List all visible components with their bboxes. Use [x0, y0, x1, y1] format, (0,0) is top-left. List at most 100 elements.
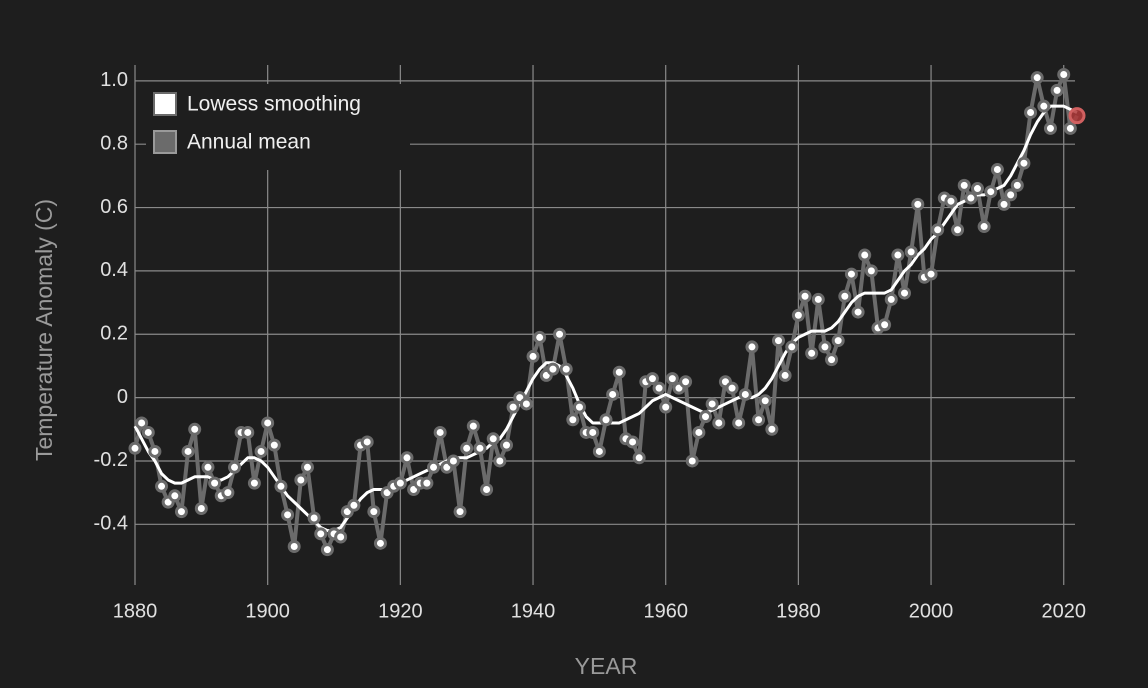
data-point[interactable] [632, 451, 646, 465]
data-point[interactable] [148, 444, 162, 458]
data-point[interactable] [679, 375, 693, 389]
data-point[interactable] [553, 327, 567, 341]
data-point[interactable] [732, 416, 746, 430]
data-point[interactable] [307, 511, 321, 525]
data-point[interactable] [566, 413, 580, 427]
data-point[interactable] [360, 435, 374, 449]
data-point[interactable] [645, 372, 659, 386]
data-point[interactable] [274, 479, 288, 493]
data-point[interactable] [898, 286, 912, 300]
data-point[interactable] [665, 372, 679, 386]
data-point[interactable] [559, 362, 573, 376]
data-point[interactable] [281, 508, 295, 522]
data-point[interactable] [626, 435, 640, 449]
data-point[interactable] [798, 289, 812, 303]
data-point[interactable] [546, 362, 560, 376]
data-point[interactable] [247, 476, 261, 490]
data-point[interactable] [805, 346, 819, 360]
data-point[interactable] [1037, 99, 1051, 113]
data-point[interactable] [1030, 71, 1044, 85]
data-point[interactable] [977, 220, 991, 234]
data-point[interactable] [1057, 68, 1071, 82]
data-point[interactable] [208, 476, 222, 490]
data-point[interactable] [287, 539, 301, 553]
data-point[interactable] [745, 340, 759, 354]
data-point[interactable] [1004, 188, 1018, 202]
data-point[interactable] [844, 267, 858, 281]
data-point[interactable] [924, 267, 938, 281]
data-point[interactable] [480, 482, 494, 496]
data-point[interactable] [320, 543, 334, 557]
data-point[interactable] [599, 413, 613, 427]
data-point[interactable] [294, 473, 308, 487]
data-point[interactable] [951, 223, 965, 237]
data-point[interactable] [453, 505, 467, 519]
data-point[interactable] [181, 444, 195, 458]
data-point[interactable] [1063, 121, 1077, 135]
data-point[interactable] [811, 292, 825, 306]
legend-label[interactable]: Lowess smoothing [187, 93, 361, 116]
data-point[interactable] [241, 425, 255, 439]
data-point[interactable] [141, 425, 155, 439]
data-point[interactable] [970, 182, 984, 196]
data-point[interactable] [692, 425, 706, 439]
data-point[interactable] [771, 334, 785, 348]
data-point[interactable] [685, 454, 699, 468]
data-point[interactable] [314, 527, 328, 541]
data-point[interactable] [1050, 83, 1064, 97]
data-point[interactable] [188, 422, 202, 436]
data-point[interactable] [911, 197, 925, 211]
data-point[interactable] [785, 340, 799, 354]
data-point[interactable] [592, 444, 606, 458]
data-point[interactable] [128, 441, 142, 455]
data-point[interactable] [858, 248, 872, 262]
data-point[interactable] [699, 410, 713, 424]
data-point[interactable] [228, 460, 242, 474]
data-point[interactable] [738, 387, 752, 401]
data-point[interactable] [586, 425, 600, 439]
data-point[interactable] [168, 489, 182, 503]
data-point[interactable] [174, 505, 188, 519]
data-point[interactable] [990, 163, 1004, 177]
data-point[interactable] [254, 444, 268, 458]
data-point[interactable] [393, 476, 407, 490]
data-point[interactable] [1017, 156, 1031, 170]
data-point[interactable] [201, 460, 215, 474]
data-point[interactable] [519, 397, 533, 411]
data-point[interactable] [752, 413, 766, 427]
data-point[interactable] [466, 419, 480, 433]
data-point[interactable] [300, 460, 314, 474]
data-point[interactable] [367, 505, 381, 519]
data-point[interactable] [705, 397, 719, 411]
data-point[interactable] [446, 454, 460, 468]
data-point[interactable] [652, 381, 666, 395]
data-point[interactable] [473, 441, 487, 455]
data-point[interactable] [957, 178, 971, 192]
data-point[interactable] [499, 438, 513, 452]
data-point[interactable] [791, 308, 805, 322]
legend-swatch[interactable] [153, 92, 177, 116]
data-point[interactable] [984, 185, 998, 199]
data-point[interactable] [904, 245, 918, 259]
data-point[interactable] [778, 368, 792, 382]
data-point[interactable] [486, 432, 500, 446]
data-point[interactable] [533, 330, 547, 344]
data-point[interactable] [758, 394, 772, 408]
data-point[interactable] [878, 318, 892, 332]
data-point[interactable] [944, 194, 958, 208]
data-point[interactable] [493, 454, 507, 468]
data-point[interactable] [838, 289, 852, 303]
data-point[interactable] [526, 349, 540, 363]
legend-swatch[interactable] [153, 130, 177, 154]
data-point[interactable] [884, 292, 898, 306]
data-point[interactable] [964, 191, 978, 205]
data-point[interactable] [347, 498, 361, 512]
data-point[interactable] [1010, 178, 1024, 192]
data-point[interactable] [765, 422, 779, 436]
data-point[interactable] [221, 486, 235, 500]
data-point[interactable] [1043, 121, 1057, 135]
data-point[interactable] [825, 353, 839, 367]
data-point[interactable] [373, 536, 387, 550]
data-point[interactable] [460, 441, 474, 455]
data-point[interactable] [267, 438, 281, 452]
